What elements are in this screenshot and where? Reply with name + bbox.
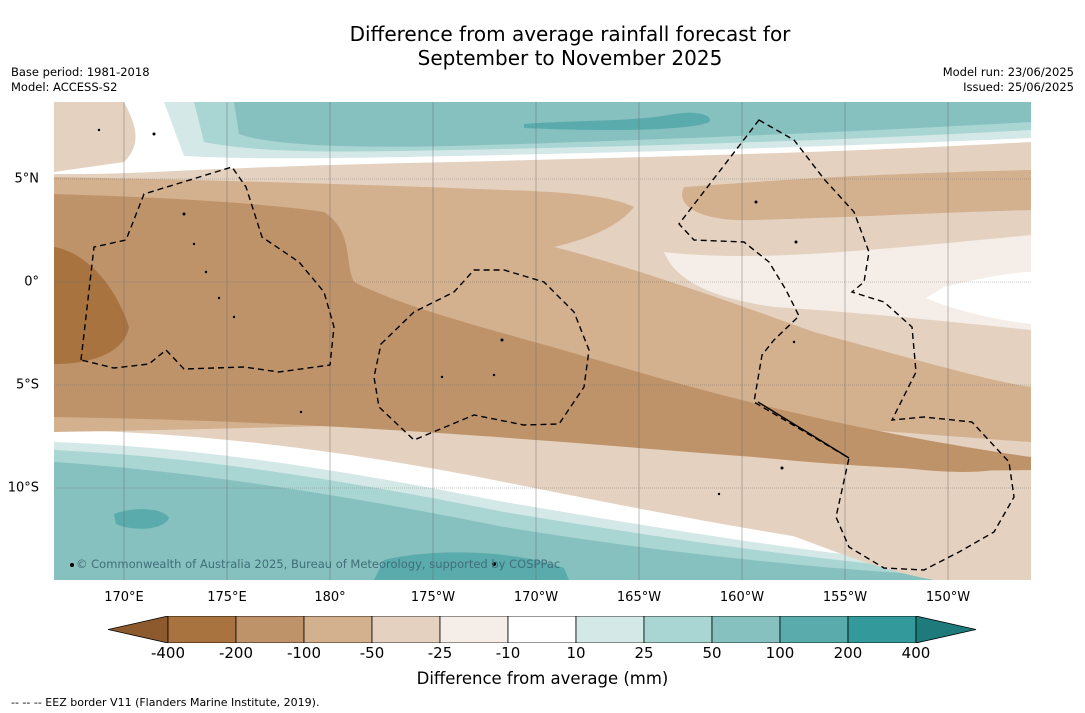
legend-tick: -400 bbox=[150, 644, 186, 662]
lon-label-175w: 175°W bbox=[410, 590, 456, 605]
band-dry-100 bbox=[54, 194, 1031, 471]
eez-east bbox=[678, 119, 1015, 571]
legend-bin bbox=[575, 616, 645, 643]
legend-bins bbox=[108, 616, 977, 643]
title-line-1: Difference from average rainfall forecas… bbox=[349, 22, 791, 46]
lat-label-10s: 10°S bbox=[7, 480, 39, 496]
map-canvas bbox=[54, 102, 1031, 580]
patch-white-east bbox=[926, 272, 1031, 324]
legend-title: Difference from average (mm) bbox=[416, 669, 669, 688]
title-line-2: September to November 2025 bbox=[417, 46, 723, 70]
islands bbox=[70, 128, 798, 567]
blob-south-west bbox=[114, 509, 169, 529]
legend-tick: -200 bbox=[218, 644, 254, 662]
patch-northwest bbox=[54, 102, 136, 172]
lon-label-155w: 155°W bbox=[822, 590, 868, 605]
legend-tick: 400 bbox=[901, 644, 931, 662]
model-run: Model run: 23/06/2025 bbox=[942, 65, 1074, 79]
eez-solid-segment bbox=[757, 401, 850, 459]
lon-label-170w: 170°W bbox=[513, 590, 559, 605]
legend-bin bbox=[779, 616, 849, 643]
lat-label-5n: 5°N bbox=[14, 171, 40, 187]
legend-tick: -10 bbox=[495, 644, 521, 662]
lon-label-180: 180° bbox=[314, 590, 346, 605]
legend-bin bbox=[371, 616, 441, 643]
legend-tick: 200 bbox=[833, 644, 863, 662]
legend-bin bbox=[235, 616, 305, 643]
legend-bin bbox=[507, 616, 577, 643]
lat-label-5s: 5°S bbox=[15, 377, 39, 393]
model-name: Model: ACCESS-S2 bbox=[11, 80, 118, 94]
legend-bin bbox=[439, 616, 509, 643]
band-north-200 bbox=[524, 112, 710, 130]
issued-date: Issued: 25/06/2025 bbox=[963, 80, 1074, 94]
legend-tick: 50 bbox=[702, 644, 722, 662]
legend-bin bbox=[303, 616, 373, 643]
eez-center bbox=[373, 269, 590, 441]
legend-tick: 25 bbox=[634, 644, 654, 662]
rainfall-map: © Commonwealth of Australia 2025, Bureau… bbox=[54, 102, 1031, 580]
legend-tick: -25 bbox=[427, 644, 453, 662]
copyright-notice: © Commonwealth of Australia 2025, Bureau… bbox=[76, 557, 561, 571]
lon-label-160w: 160°W bbox=[719, 590, 765, 605]
meta-left: Base period: 1981-2018 Model: ACCESS-S2 bbox=[11, 65, 150, 95]
legend-tick: -50 bbox=[359, 644, 385, 662]
color-legend bbox=[108, 616, 977, 643]
blob-south-center bbox=[374, 552, 569, 580]
lat-label-0: 0° bbox=[24, 274, 39, 290]
base-period: Base period: 1981-2018 bbox=[11, 65, 150, 79]
legend-bin bbox=[643, 616, 713, 643]
legend-bin bbox=[711, 616, 781, 643]
legend-tick: 100 bbox=[765, 644, 795, 662]
legend-bin bbox=[167, 616, 237, 643]
legend-bin bbox=[847, 616, 917, 643]
lon-label-175e: 175°E bbox=[207, 590, 247, 605]
band-south-100 bbox=[54, 462, 1031, 580]
patch-dry-200 bbox=[54, 247, 129, 364]
patch-dry-100-east bbox=[754, 437, 1016, 472]
meta-right: Model run: 23/06/2025 Issued: 25/06/2025 bbox=[943, 65, 1074, 95]
footnote: -- -- -- EEZ border V11 (Flanders Marine… bbox=[11, 696, 320, 709]
lon-label-150w: 150°W bbox=[925, 590, 971, 605]
legend-arrow-low bbox=[108, 616, 169, 643]
graticule bbox=[54, 102, 1031, 580]
patch-near-normal bbox=[664, 235, 1031, 330]
lon-label-165w: 165°W bbox=[616, 590, 662, 605]
legend-tick: -100 bbox=[286, 644, 322, 662]
lon-label-170e: 170°E bbox=[104, 590, 144, 605]
map-title: Difference from average rainfall forecas… bbox=[220, 22, 920, 70]
patch-south-east bbox=[744, 482, 1031, 580]
eez-borders bbox=[80, 119, 1015, 571]
band-dry-50-east bbox=[682, 170, 1031, 221]
legend-arrow-high bbox=[915, 616, 977, 643]
legend-tick: 10 bbox=[566, 644, 586, 662]
